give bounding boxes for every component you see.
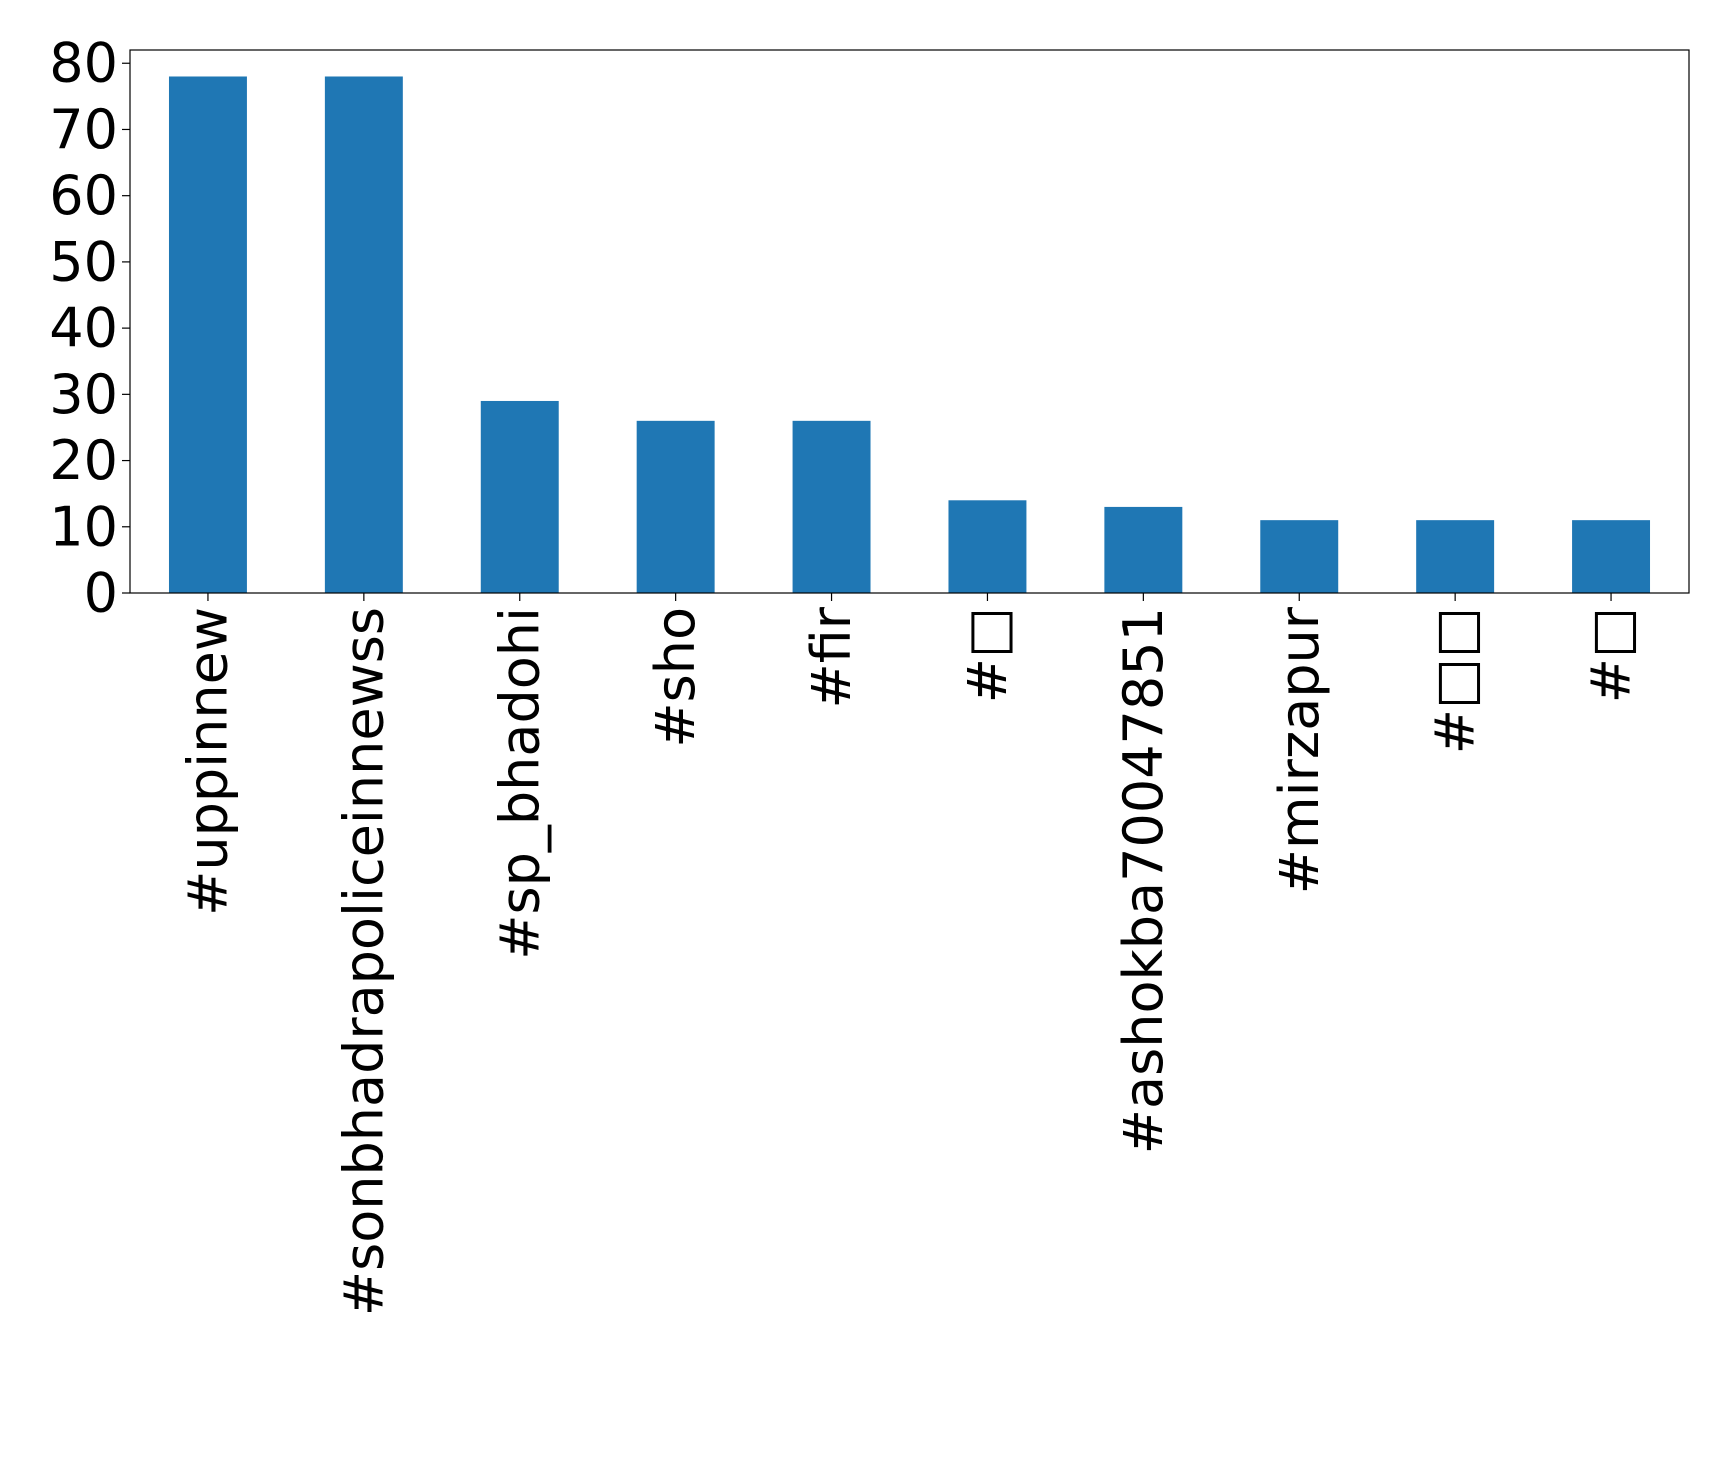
y-tick-label: 20 bbox=[49, 429, 118, 492]
bar bbox=[324, 76, 403, 594]
x-tick-label: #□ bbox=[956, 607, 1019, 703]
bar bbox=[1416, 520, 1495, 593]
bar bbox=[792, 420, 871, 593]
bar bbox=[168, 76, 247, 594]
y-tick-label: 10 bbox=[49, 495, 118, 558]
x-tick-label: #□□ bbox=[1424, 607, 1487, 754]
y-tick-label: 30 bbox=[49, 363, 118, 426]
bar bbox=[1260, 520, 1339, 593]
y-tick-label: 60 bbox=[49, 164, 118, 227]
x-tick-label: #sp_bhadohi bbox=[488, 607, 551, 960]
y-tick-label: 40 bbox=[49, 297, 118, 360]
y-tick-label: 0 bbox=[84, 562, 118, 625]
x-tick-label: #sonbhadrapoliceinnewss bbox=[332, 607, 395, 1316]
bars-layer bbox=[168, 76, 1651, 594]
x-axis: #uppinnew #sonbhadrapoliceinnewss #sp_bhad… bbox=[176, 593, 1643, 1316]
x-tick-label: #ashokba70047851 bbox=[1112, 607, 1175, 1154]
x-tick-label: #□ bbox=[1580, 607, 1643, 703]
x-tick-label: #sho bbox=[644, 607, 707, 748]
plot-frame bbox=[129, 49, 1690, 594]
bar bbox=[948, 500, 1027, 593]
bar bbox=[1572, 520, 1651, 593]
y-tick-label: 50 bbox=[49, 230, 118, 293]
x-tick-label: #mirzapur bbox=[1268, 606, 1331, 894]
bar bbox=[480, 400, 559, 593]
y-tick-label: 80 bbox=[49, 32, 118, 95]
x-tick-label: #uppinnew bbox=[176, 607, 239, 916]
y-tick-label: 70 bbox=[49, 98, 118, 161]
x-tick-label: #fir bbox=[800, 606, 863, 708]
bar bbox=[636, 420, 715, 593]
bar bbox=[1104, 506, 1183, 593]
